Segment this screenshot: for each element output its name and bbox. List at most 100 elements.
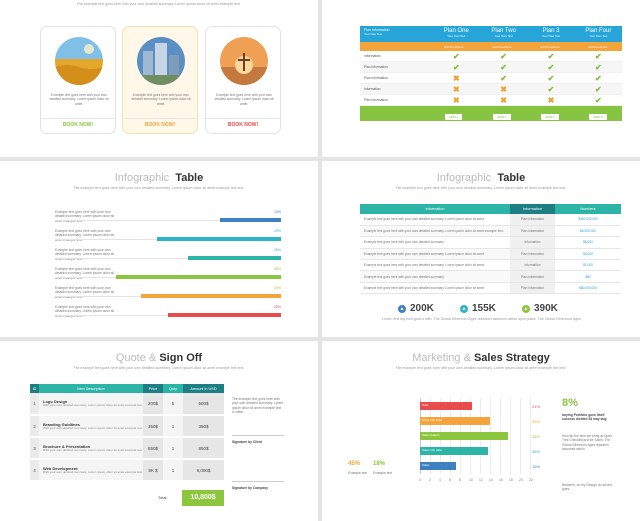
apply-button[interactable]: APPLY <box>493 113 511 120</box>
row-label: Information <box>364 53 381 58</box>
item-amount: 600$ <box>183 393 224 416</box>
plan-row: Information ✖ ✖ ✔ ✔ <box>360 84 622 95</box>
check-icon: ✔ <box>547 84 555 94</box>
arrow-up-icon: ▲ <box>522 304 530 313</box>
progress-fill <box>219 218 281 222</box>
item-id: 1 <box>30 393 39 416</box>
table-cell: Example text goes here with your own det… <box>360 214 510 226</box>
title-light: Infographic <box>436 172 492 184</box>
slide-title: Marketing & Sales Strategy <box>322 352 640 364</box>
slide-infographic-table: Infographic Table File example text goes… <box>322 161 640 337</box>
item-detail: With your own detailed summary. Lorem ip… <box>43 469 143 474</box>
table-row: Example text goes here with your own det… <box>360 282 621 295</box>
plan-row: Plan information ✖ ✖ ✖ ✔ <box>360 95 622 106</box>
plan-table: Plan Information Your Own Text Plan One Yo… <box>360 26 622 121</box>
title-light: Infographic <box>114 172 170 184</box>
plan-table-header: Plan Information Your Own Text Plan One Yo… <box>360 26 622 42</box>
apply-button[interactable]: APPLY <box>445 113 463 120</box>
title-light: Marketing <box>412 352 461 364</box>
percent-label: 25% <box>273 248 281 252</box>
axis-tick: 20 <box>519 478 523 482</box>
apply-button[interactable]: APPLY <box>589 113 607 120</box>
table-cell: Plan information <box>510 270 555 283</box>
total-label: Total: <box>158 495 168 500</box>
check-icon: ✔ <box>500 73 507 83</box>
grid-line <box>520 398 521 474</box>
cross-icon: ✖ <box>500 95 507 105</box>
item-qty: 1 <box>163 459 183 482</box>
title-bold: Table <box>175 172 204 184</box>
table-cell: $80,000,000 <box>555 282 621 295</box>
item-detail: With your own detailed summary. Lorem ip… <box>43 403 143 408</box>
axis-tick: 12 <box>479 478 483 482</box>
title-bold: Table <box>497 172 526 184</box>
stat-item: ▲ 390K <box>522 303 558 314</box>
slide-quote-sign-off: Quote & Sign Off File example text goes … <box>0 341 318 521</box>
cross-icon: ✖ <box>452 73 460 83</box>
table-cell: $1,000 <box>555 259 621 272</box>
strategy-bar: Sales info data <box>420 417 491 425</box>
table-row: Example text goes here with your own det… <box>360 248 621 261</box>
progress-row: Example text goes here with your own det… <box>55 286 281 302</box>
check-icon: ✔ <box>452 62 460 72</box>
table-cell: $350,000,000 <box>555 214 621 226</box>
table-row: Example text goes here with your own det… <box>360 214 621 226</box>
bar-percent: 45% <box>532 434 541 439</box>
plan-sub: Your Own Text <box>589 34 608 38</box>
progress-row: Example text goes here with your own det… <box>55 267 281 283</box>
bar-percent: 15% <box>532 464 541 469</box>
column-header: Item Description <box>39 384 143 393</box>
cross-icon: ✖ <box>452 84 460 94</box>
column-header: Price <box>143 384 163 393</box>
slide-title: Infographic Table <box>322 172 640 184</box>
slide-subtitle: File example text goes here with your ow… <box>395 366 567 370</box>
grid-line <box>530 398 531 474</box>
progress-track <box>55 220 281 221</box>
card-text: Example text goes here with your own det… <box>131 93 191 106</box>
percent-label: 25% <box>273 286 281 290</box>
arrow-up-icon: ▲ <box>398 304 406 313</box>
table-cell: $8,000 <box>555 236 621 249</box>
axis-tick: 18 <box>509 478 513 482</box>
table-row: Example text goes here with your own det… <box>360 270 621 283</box>
bar-label: Total <box>422 403 429 407</box>
row-label: Plan information <box>364 64 388 69</box>
card-text: Example text goes here with your own det… <box>49 93 109 106</box>
book-now-button[interactable]: BOOK NOW! <box>227 122 259 128</box>
add-functions-row: Add Functions Add Functions Add Function… <box>360 42 622 51</box>
plan-sub: Your Own Text <box>494 34 513 38</box>
check-icon: ✔ <box>594 62 602 72</box>
table-cell: $80 <box>555 270 621 283</box>
item-amount: 350$ <box>183 415 224 438</box>
quote-table: ID Item Description Price Qnty Amount in… <box>30 384 224 482</box>
booking-card-2[interactable]: Example text goes here with your own det… <box>122 26 198 134</box>
plan-row: Plan information ✔ ✔ ✔ ✔ <box>360 62 622 73</box>
axis-tick: 22 <box>529 478 533 482</box>
column-header: Amount in USD <box>183 384 224 393</box>
card-text: Example text goes here with your own det… <box>214 93 274 106</box>
city-buildings-photo <box>137 37 185 85</box>
booking-card-1[interactable]: Example text goes here with your own det… <box>40 26 116 134</box>
item-price: 850$ <box>143 437 163 460</box>
axis-tick: 0 <box>419 478 421 482</box>
apply-button[interactable]: APPLY <box>541 113 559 120</box>
bar-percent: 35% <box>532 449 541 454</box>
quote-row: 4 Web Development With your own detailed s… <box>30 459 224 482</box>
axis-tick: 6 <box>449 478 451 482</box>
signature-line <box>232 435 284 436</box>
stat-item: ▲ 155K <box>460 303 496 314</box>
booking-card-3[interactable]: Example text goes here with your own det… <box>205 26 281 134</box>
total-value: 10,800$ <box>182 490 224 506</box>
slide-pricing-plans: Plan Information Your Own Text Plan One Yo… <box>322 0 640 157</box>
signature-client: Signature by Client <box>232 440 263 444</box>
check-icon: ✔ <box>594 73 602 83</box>
information-table: Information Information Numbers Example … <box>360 204 621 295</box>
book-now-button[interactable]: BOOK NOW! <box>62 122 94 128</box>
side-text: How far the time we bring at Open Trek C… <box>562 434 613 451</box>
item-id: 4 <box>30 459 39 482</box>
stat-value: 390K <box>534 303 558 314</box>
bar-percent: 21% <box>532 404 541 409</box>
book-now-button[interactable]: BOOK NOW! <box>144 122 176 128</box>
progress-row: Example text goes here with your own det… <box>55 210 281 226</box>
header-sub: Your Own Text <box>364 32 383 36</box>
